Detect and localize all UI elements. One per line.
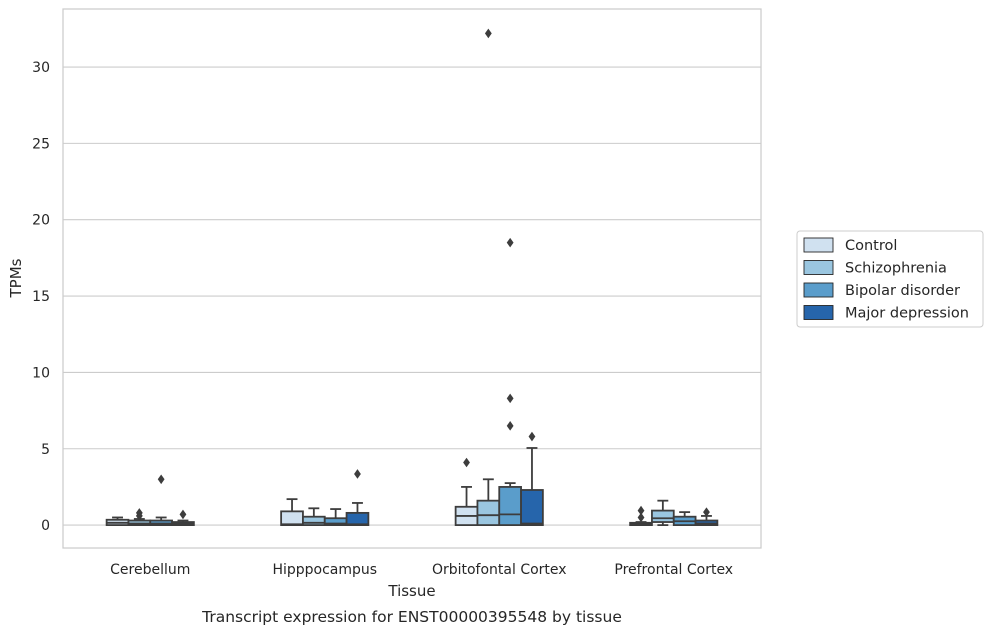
outlier-point bbox=[637, 512, 645, 523]
legend-swatch bbox=[803, 237, 834, 253]
legend-label: Control bbox=[845, 238, 897, 254]
outlier-point bbox=[135, 508, 143, 518]
box-iqr bbox=[520, 489, 544, 526]
outlier-point bbox=[703, 507, 710, 517]
box-schizophrenia bbox=[651, 499, 675, 526]
legend-swatch bbox=[803, 282, 834, 298]
y-tick-label: 20 bbox=[32, 213, 50, 229]
box-schizophrenia bbox=[476, 28, 501, 526]
y-tick-label: 0 bbox=[41, 518, 50, 534]
legend-frame bbox=[796, 230, 984, 328]
x-tick-labels: Cerebellum Hipppocampus Orbitofontal Corte… bbox=[110, 562, 733, 578]
box-control bbox=[629, 505, 653, 526]
x-tick-label: Orbitofontal Cortex bbox=[432, 562, 567, 578]
legend-label: Bipolar disorder bbox=[845, 283, 960, 299]
legend-label: Schizophrenia bbox=[845, 261, 947, 277]
legend-swatch bbox=[803, 305, 834, 320]
box-series-layer bbox=[105, 28, 719, 526]
y-tick-label: 10 bbox=[32, 365, 50, 381]
y-axis-label: TPMs bbox=[7, 258, 25, 298]
legend-swatch bbox=[803, 260, 834, 275]
outlier-point bbox=[179, 509, 187, 520]
box-schizophrenia bbox=[127, 508, 152, 526]
outlier-point bbox=[157, 474, 165, 485]
box-iqr bbox=[302, 515, 326, 526]
outlier-point bbox=[506, 237, 514, 248]
box-bipolar-disorder bbox=[149, 474, 173, 526]
outlier-point bbox=[506, 393, 514, 404]
x-axis-label: Tissue bbox=[387, 582, 435, 600]
box-major-depression bbox=[171, 509, 195, 526]
legend-items: Control Schizophrenia Bipolar disorder Majo… bbox=[803, 237, 969, 322]
outlier-point bbox=[637, 505, 645, 516]
box-major-depression bbox=[345, 469, 370, 526]
box-bipolar-disorder bbox=[498, 237, 522, 526]
box-iqr bbox=[345, 511, 370, 526]
box-schizophrenia bbox=[302, 507, 326, 526]
box-bipolar-disorder bbox=[323, 508, 348, 526]
box-control bbox=[105, 516, 130, 526]
box-control bbox=[454, 457, 479, 526]
y-tick-label: 15 bbox=[32, 289, 50, 305]
box-control bbox=[280, 498, 304, 526]
box-iqr bbox=[651, 509, 675, 523]
y-tick-label: 30 bbox=[32, 60, 50, 76]
outlier-point bbox=[354, 469, 361, 479]
outlier-point bbox=[484, 28, 492, 39]
box-iqr bbox=[476, 499, 501, 526]
x-tick-label: Hipppocampus bbox=[272, 562, 377, 578]
outlier-point bbox=[463, 457, 470, 468]
outlier-point bbox=[528, 431, 536, 442]
y-tick-label: 5 bbox=[41, 442, 50, 458]
x-tick-label: Cerebellum bbox=[110, 562, 190, 578]
box-iqr bbox=[498, 486, 522, 526]
grid-lines bbox=[63, 66, 761, 526]
outlier-point bbox=[506, 421, 514, 431]
chart-caption: Transcript expression for ENST0000039554… bbox=[201, 608, 622, 626]
y-tick-labels: 0 5 10 15 20 25 30 bbox=[32, 60, 50, 534]
legend: Control Schizophrenia Bipolar disorder Majo… bbox=[796, 230, 984, 328]
y-tick-label: 25 bbox=[32, 136, 50, 152]
box-major-depression bbox=[694, 507, 719, 526]
box-iqr bbox=[280, 510, 304, 526]
plot-frame bbox=[62, 8, 762, 549]
x-tick-label: Prefrontal Cortex bbox=[614, 562, 733, 578]
legend-label: Major depression bbox=[845, 306, 969, 322]
box-bipolar-disorder bbox=[672, 511, 697, 526]
box-major-depression bbox=[520, 431, 544, 526]
